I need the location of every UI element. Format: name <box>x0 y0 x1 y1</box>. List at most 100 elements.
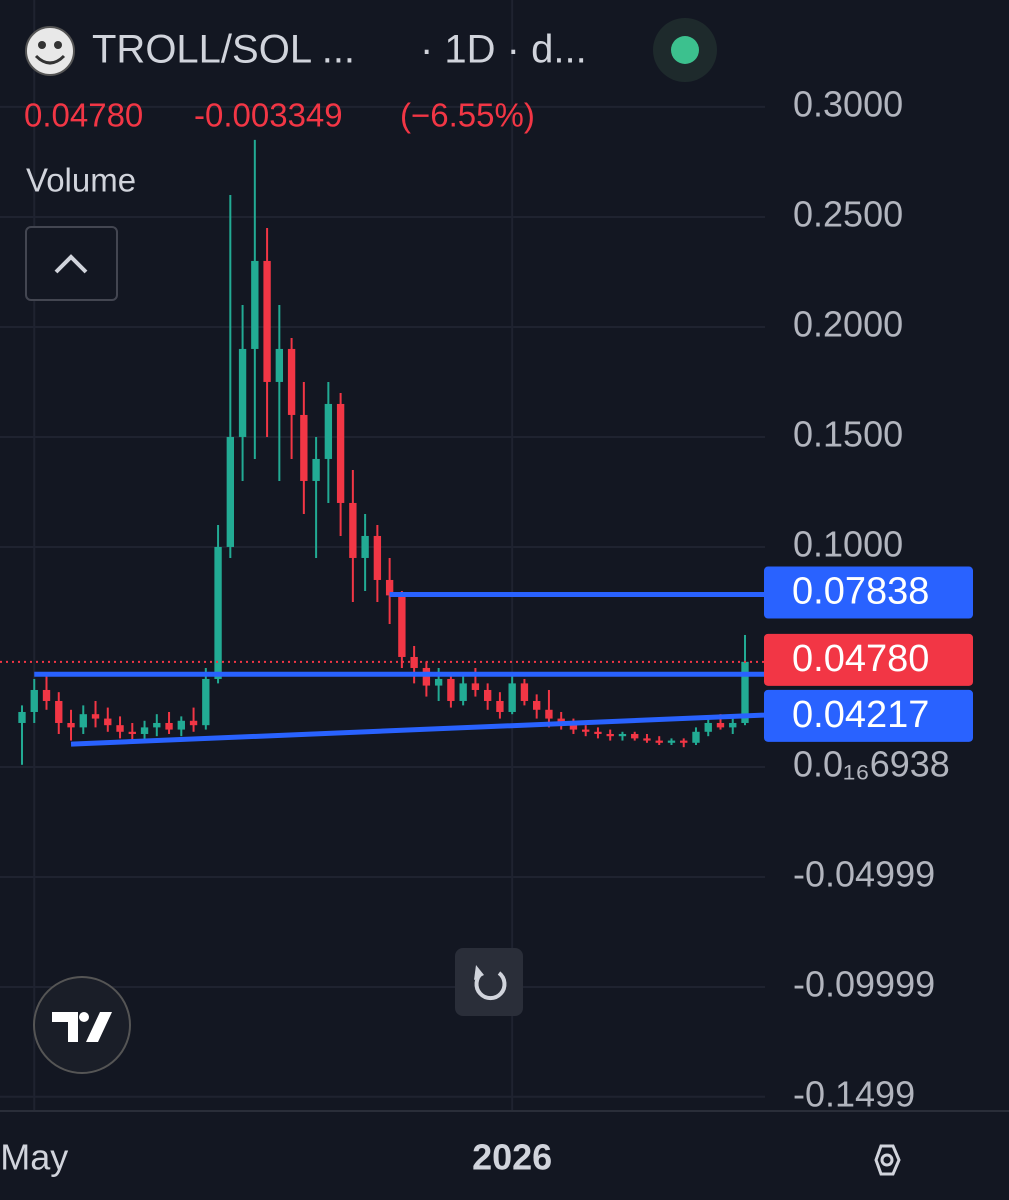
candle-body <box>336 403 345 503</box>
tradingview-logo[interactable] <box>33 976 131 1074</box>
candle-body <box>251 260 259 349</box>
candle-body <box>508 683 516 712</box>
candle-body <box>643 738 651 741</box>
change-pct: (−6.55%) <box>400 97 535 134</box>
reset-button[interactable] <box>455 948 523 1016</box>
candle-body <box>422 667 431 686</box>
candle-body <box>398 595 406 657</box>
candle-body <box>361 535 369 558</box>
symbol-icon-ring <box>25 26 75 76</box>
x-tick-label: May <box>0 1137 68 1178</box>
symbol-icon-eye <box>54 41 62 49</box>
price-line-label-bg <box>764 566 973 619</box>
y-tick-label: 0.1000 <box>793 523 903 564</box>
candle-body <box>349 502 357 558</box>
candle-body <box>226 436 234 547</box>
candle-body <box>680 740 688 743</box>
candle-body <box>153 722 161 728</box>
candle-body <box>263 260 271 382</box>
candle-body <box>655 740 663 743</box>
candle-body <box>300 414 308 481</box>
candle-body <box>716 722 725 728</box>
candle-body <box>385 579 394 596</box>
candle-body <box>606 733 614 737</box>
reset-arrow <box>474 965 484 980</box>
candle-body <box>483 689 492 701</box>
symbol-icon <box>26 27 74 75</box>
candle-body <box>667 740 676 743</box>
y-tick-label: -0.1499 <box>793 1073 915 1114</box>
candle-body <box>116 725 124 732</box>
candle-body <box>582 729 590 732</box>
candle-body <box>67 722 75 728</box>
chevron-icon <box>54 254 88 274</box>
volume-label: Volume <box>26 162 136 199</box>
candle-body <box>189 720 198 726</box>
logo-dot <box>79 1012 89 1022</box>
candle-body <box>496 700 504 712</box>
price-line-label-bg <box>764 689 973 742</box>
symbol-icon-eye <box>38 41 46 49</box>
candle-body <box>373 535 382 580</box>
symbol[interactable]: TROLL/SOL ... <box>92 28 355 72</box>
status-dot <box>671 36 699 64</box>
candle-body <box>18 711 26 723</box>
y-tick-label: 0.2000 <box>793 303 903 344</box>
candle-body <box>729 722 737 728</box>
candle-body <box>741 661 749 723</box>
candle-body <box>165 722 173 730</box>
candle-body <box>79 714 87 728</box>
candle-body <box>91 714 100 719</box>
y-tick-label: -0.09999 <box>793 964 935 1005</box>
interval[interactable]: · 1D · d... <box>420 28 587 72</box>
last-price-label: 0.04780 <box>792 638 929 680</box>
candle-body <box>177 720 185 730</box>
candle-body <box>275 348 284 382</box>
settings-icon-center <box>880 1153 894 1167</box>
candle-body <box>42 689 51 701</box>
last-price-label-bg <box>764 633 973 686</box>
candle-body <box>631 733 639 739</box>
reset-icon <box>474 971 507 1001</box>
settings-icon[interactable] <box>874 1144 901 1176</box>
candle-body <box>214 546 222 679</box>
candle-body <box>287 348 296 415</box>
y-tick-label: -0.04999 <box>793 853 935 894</box>
symbol-icon-face <box>34 54 66 65</box>
trendline <box>70 712 766 747</box>
candle-body <box>520 683 529 701</box>
candle-body <box>55 700 63 723</box>
candle-body <box>533 700 541 710</box>
candle-body <box>569 722 578 730</box>
candle-body <box>140 727 149 734</box>
candle-body <box>312 458 320 481</box>
candle-body <box>557 718 565 723</box>
candle-body <box>128 731 136 734</box>
y-tick-label: 0.3000 <box>793 83 903 124</box>
candle-body <box>704 722 712 732</box>
y-tick-label: 0.2500 <box>793 193 903 234</box>
change: -0.003349 <box>194 97 343 134</box>
x-tick-label: 2026 <box>472 1137 552 1178</box>
candle-body <box>104 718 112 726</box>
y-tick-label: 0.0₁₆6938 <box>793 744 950 785</box>
candle-body <box>594 731 602 734</box>
candle-body <box>324 403 333 459</box>
candle-body <box>545 709 553 719</box>
candle-body <box>618 733 627 737</box>
candle-body <box>434 678 443 686</box>
candle-body <box>692 731 700 743</box>
candle-body <box>238 348 247 437</box>
candle-body <box>202 678 210 726</box>
candle-body <box>30 689 38 712</box>
candle-body <box>447 678 455 701</box>
y-tick-label: 0.1500 <box>793 413 903 454</box>
collapse-button[interactable] <box>25 226 118 301</box>
logo-mark <box>52 1012 112 1042</box>
candle-body <box>459 683 467 701</box>
price-line-label: 0.07838 <box>792 571 929 613</box>
price-line-label: 0.04217 <box>792 694 929 736</box>
last-price: 0.04780 <box>24 97 143 134</box>
